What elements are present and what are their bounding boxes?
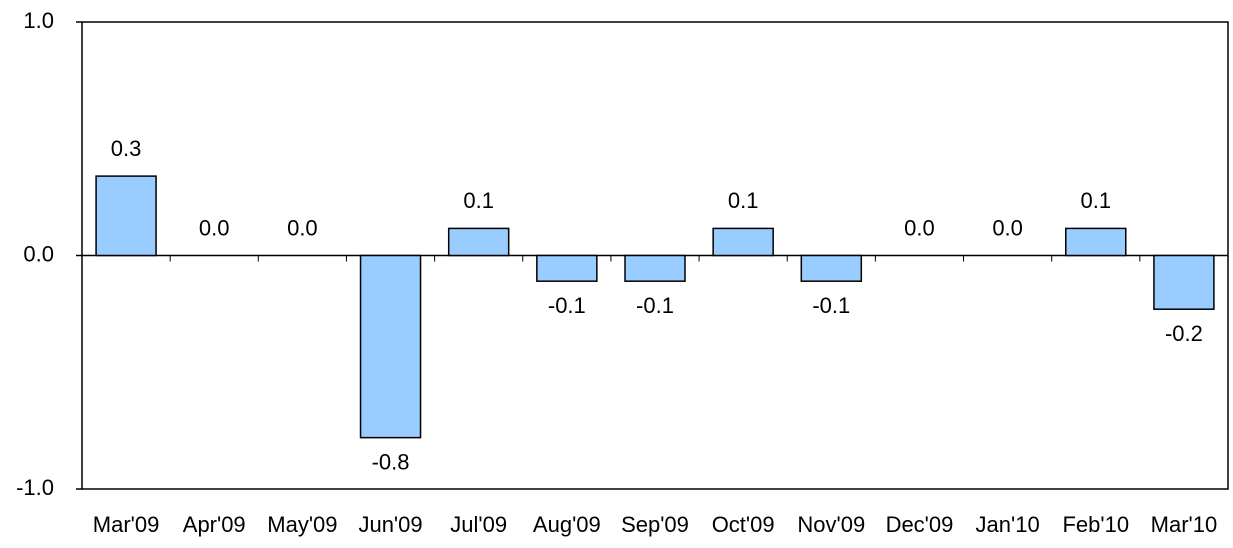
x-tick-label: Sep'09: [621, 512, 689, 537]
value-label: 0.0: [287, 215, 318, 240]
value-label: 0.0: [199, 215, 230, 240]
bar: [1065, 227, 1127, 257]
bar: [1153, 254, 1215, 310]
value-label: 0.1: [1080, 188, 1111, 213]
value-label: 0.3: [111, 136, 142, 161]
x-tick-label: Jul'09: [450, 512, 507, 537]
bar: [536, 254, 598, 282]
y-tick-label: -1.0: [16, 475, 54, 500]
y-tick-label: 0.0: [23, 241, 54, 266]
x-tick-label: May'09: [267, 512, 337, 537]
value-label: -0.1: [548, 293, 586, 318]
x-tick-label: Feb'10: [1062, 512, 1129, 537]
value-label: -0.2: [1165, 321, 1203, 346]
x-tick-label: Aug'09: [533, 512, 601, 537]
x-tick-label: Mar'09: [93, 512, 160, 537]
value-label: -0.8: [372, 449, 410, 474]
x-tick-label: Mar'10: [1151, 512, 1218, 537]
value-label: 0.1: [728, 188, 759, 213]
x-tick-label: Jan'10: [976, 512, 1040, 537]
x-tick-label: Apr'09: [183, 512, 246, 537]
x-tick-label: Dec'09: [886, 512, 954, 537]
bar: [447, 227, 510, 257]
value-label: 0.1: [463, 188, 494, 213]
x-tick-label: Nov'09: [797, 512, 865, 537]
bar: [624, 254, 686, 282]
x-tick-label: Jun'09: [358, 512, 422, 537]
value-label: -0.1: [636, 293, 674, 318]
bar: [95, 175, 157, 257]
bar: [800, 254, 863, 282]
value-label: -0.1: [812, 293, 850, 318]
value-label: 0.0: [992, 215, 1023, 240]
x-tick-label: Oct'09: [712, 512, 775, 537]
value-label: 0.0: [904, 215, 935, 240]
y-tick-label: 1.0: [23, 8, 54, 33]
bar: [712, 227, 774, 257]
bar: [359, 254, 422, 439]
